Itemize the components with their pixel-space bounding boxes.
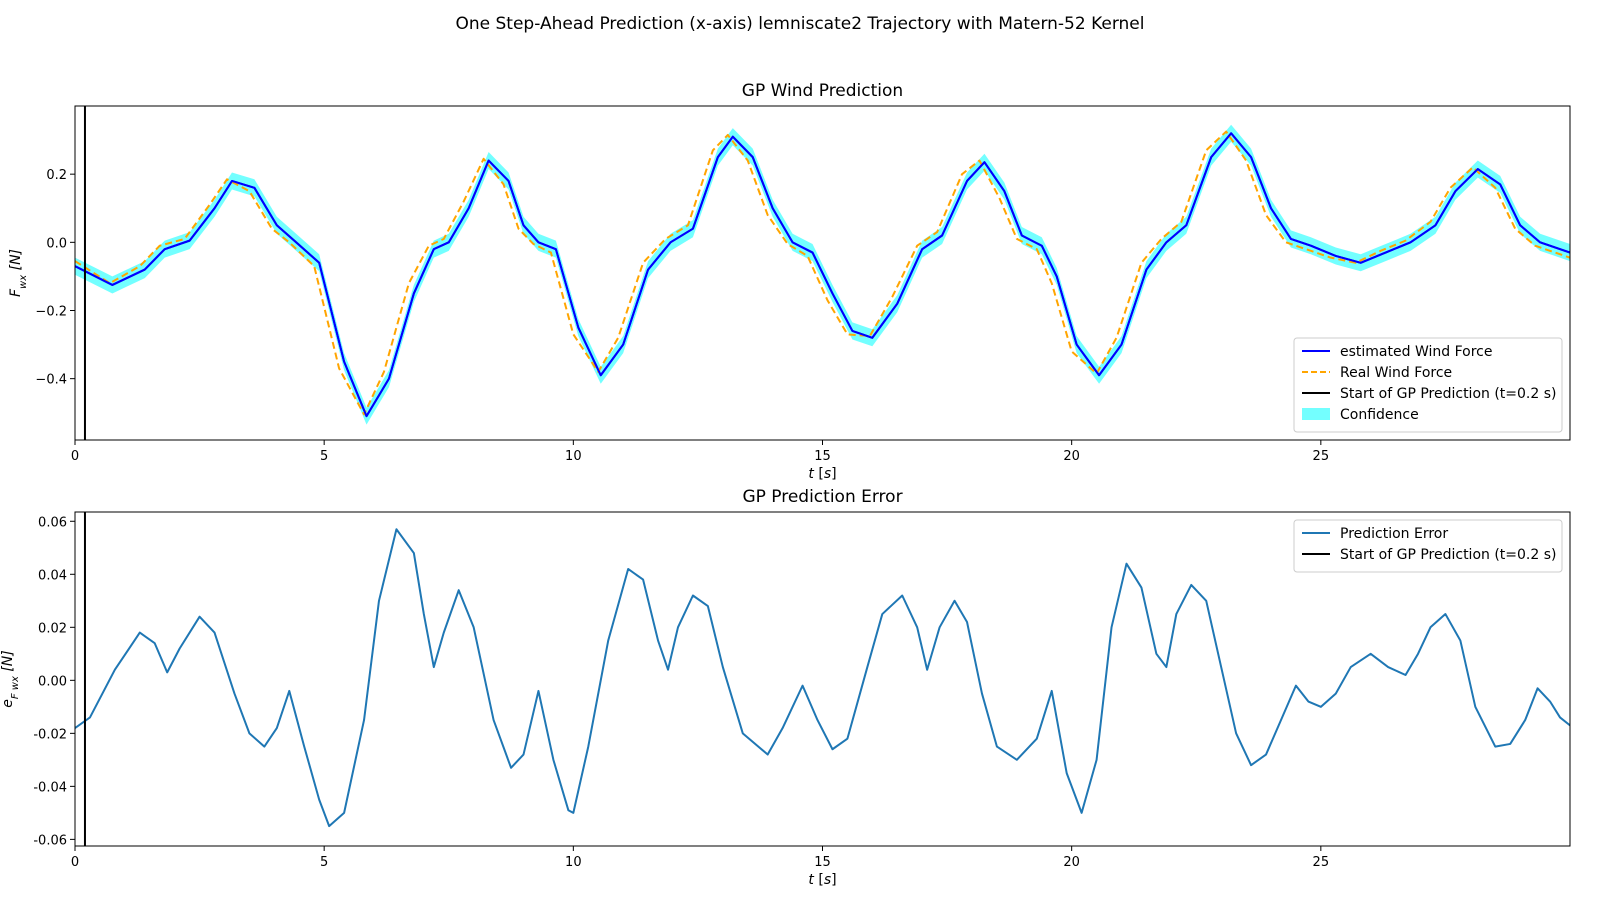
axes-title: GP Wind Prediction — [742, 81, 903, 101]
x-tick-label: 25 — [1313, 855, 1330, 870]
y-tick-label: 0.0 — [46, 236, 67, 251]
y-tick-label: −0.4 — [35, 373, 67, 388]
x-tick-label: 5 — [320, 855, 328, 870]
prediction-error-axes: 0 5 10 15 20 25 -0.06 -0.04 -0.02 0.00 0.02 0.04 0.0… — [0, 487, 1571, 888]
y-tick-label: −0.2 — [35, 304, 67, 319]
plot-area — [75, 528, 1570, 828]
x-axis-label-unit: [ — [814, 466, 824, 482]
legend-entry-label: Confidence — [1340, 407, 1419, 423]
wind-prediction-axes: 0 5 10 15 20 25 −0.4 −0.2 0.0 0.2 GP Wind Predicti… — [8, 81, 1571, 482]
x-tick-label: 10 — [565, 449, 582, 464]
y-tick-label: 0.2 — [46, 168, 67, 183]
real-wind-force-line — [75, 130, 1570, 416]
legend-confidence-swatch — [1302, 408, 1330, 420]
y-tick-label: 0.04 — [38, 568, 67, 583]
x-axis-label-var: t — [808, 466, 814, 482]
legend-box — [1293, 519, 1563, 573]
prediction-error-line — [75, 528, 1570, 828]
y-tick-label: 0.06 — [38, 515, 67, 530]
estimated-wind-force-line-top — [75, 132, 1570, 418]
x-axis-label-unit: [ — [814, 872, 824, 888]
figure-suptitle: One Step-Ahead Prediction (x-axis) lemni… — [455, 14, 1145, 34]
y-axis-label-unit: [N] — [0, 650, 16, 676]
y-axis-label-base: F — [8, 288, 24, 297]
y-tick-label: -0.02 — [33, 727, 67, 742]
legend-entry-label: Start of GP Prediction (t=0.2 s) — [1340, 386, 1557, 402]
x-tick-label: 15 — [814, 855, 831, 870]
legend-box — [1293, 337, 1563, 433]
x-tick-label: 20 — [1063, 449, 1080, 464]
y-tick-label: -0.04 — [33, 780, 67, 795]
x-tick-label: 10 — [565, 855, 582, 870]
y-axis-label-base: e — [0, 699, 16, 708]
y-axis-label-subscript: F wx — [10, 676, 21, 699]
y-tick-label: 0.02 — [38, 621, 67, 636]
y-axis-label-unit: [N] — [8, 249, 24, 275]
y-axis-label: eF wx [N] — [0, 650, 21, 708]
legend: estimated Wind Force Real Wind Force Start… — [1293, 337, 1563, 433]
x-axis-label-unit-s: s — [824, 466, 831, 482]
x-axis-label-close: ] — [831, 466, 836, 482]
legend-entry-label: Prediction Error — [1340, 526, 1448, 542]
x-axis-label: t [s] — [808, 872, 836, 888]
y-axis-label-subscript: wx — [18, 275, 29, 289]
x-tick-label: 20 — [1063, 855, 1080, 870]
x-tick-label: 0 — [71, 855, 79, 870]
x-tick-label: 0 — [71, 449, 79, 464]
x-axis-label: t [s] — [808, 466, 836, 482]
axes-title: GP Prediction Error — [742, 487, 902, 507]
legend-entry-label: estimated Wind Force — [1340, 344, 1492, 360]
x-tick-label: 5 — [320, 449, 328, 464]
y-tick-label: -0.06 — [33, 833, 67, 848]
y-tick-label: 0.00 — [38, 674, 67, 689]
x-axis-label-close: ] — [831, 872, 836, 888]
x-tick-label: 15 — [814, 449, 831, 464]
plot-area — [75, 124, 1570, 425]
legend-entry-label: Start of GP Prediction (t=0.2 s) — [1340, 547, 1557, 563]
y-axis-label: Fwx [N] — [8, 249, 29, 297]
legend-entry-label: Real Wind Force — [1340, 365, 1452, 381]
x-axis-label-var: t — [808, 872, 814, 888]
x-tick-label: 25 — [1313, 449, 1330, 464]
x-axis-label-unit-s: s — [824, 872, 831, 888]
legend: Prediction Error Start of GP Prediction (… — [1293, 519, 1563, 573]
